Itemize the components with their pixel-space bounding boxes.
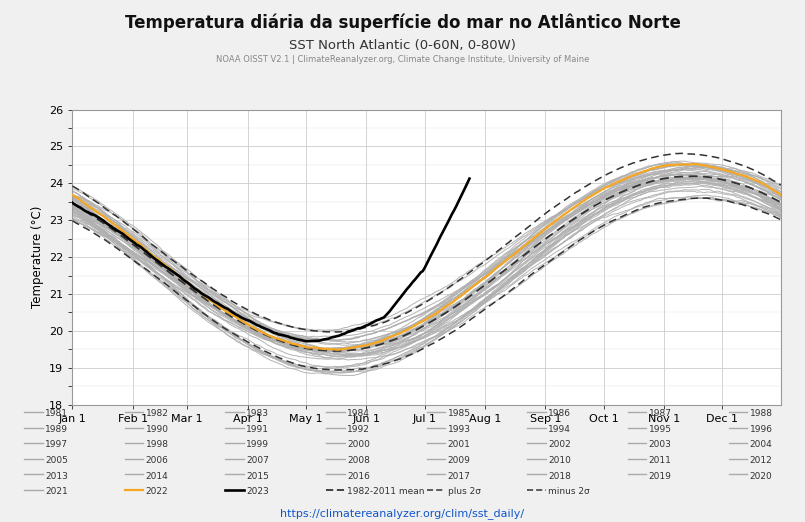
Text: 1990: 1990 <box>146 424 169 434</box>
Text: 2002: 2002 <box>548 440 571 449</box>
Text: 2009: 2009 <box>448 456 470 465</box>
Text: 1982: 1982 <box>146 409 168 418</box>
Text: Temperatura diária da superfície do mar no Atlântico Norte: Temperatura diária da superfície do mar … <box>125 13 680 31</box>
Text: 2000: 2000 <box>347 440 369 449</box>
Text: 2019: 2019 <box>649 471 671 481</box>
Text: 2023: 2023 <box>246 487 269 496</box>
Text: 1998: 1998 <box>146 440 169 449</box>
Text: 2016: 2016 <box>347 471 369 481</box>
Text: 1997: 1997 <box>45 440 68 449</box>
Text: 2020: 2020 <box>749 471 772 481</box>
Text: 1992: 1992 <box>347 424 369 434</box>
Text: 2003: 2003 <box>649 440 671 449</box>
Text: 2005: 2005 <box>45 456 68 465</box>
Text: 2021: 2021 <box>45 487 68 496</box>
Text: NOAA OISST V2.1 | ClimateReanalyzer.org, Climate Change Institute, University of: NOAA OISST V2.1 | ClimateReanalyzer.org,… <box>216 55 589 64</box>
Text: 2007: 2007 <box>246 456 269 465</box>
Text: 1983: 1983 <box>246 409 270 418</box>
Text: 1995: 1995 <box>649 424 672 434</box>
Text: 2014: 2014 <box>146 471 168 481</box>
Text: 2001: 2001 <box>448 440 470 449</box>
Text: 2022: 2022 <box>146 487 168 496</box>
Text: 2012: 2012 <box>749 456 772 465</box>
Y-axis label: Temperature (°C): Temperature (°C) <box>31 206 43 309</box>
Text: minus 2σ: minus 2σ <box>548 487 590 496</box>
Text: 1994: 1994 <box>548 424 571 434</box>
Text: 1984: 1984 <box>347 409 369 418</box>
Text: 1988: 1988 <box>749 409 773 418</box>
Text: 1989: 1989 <box>45 424 68 434</box>
Text: SST North Atlantic (0-60N, 0-80W): SST North Atlantic (0-60N, 0-80W) <box>289 39 516 52</box>
Text: 1996: 1996 <box>749 424 773 434</box>
Text: 1986: 1986 <box>548 409 572 418</box>
Text: 1985: 1985 <box>448 409 471 418</box>
Text: 2006: 2006 <box>146 456 168 465</box>
Text: 2004: 2004 <box>749 440 772 449</box>
Text: 2015: 2015 <box>246 471 269 481</box>
Text: 2018: 2018 <box>548 471 571 481</box>
Text: 1991: 1991 <box>246 424 270 434</box>
Text: 1993: 1993 <box>448 424 471 434</box>
Text: 2013: 2013 <box>45 471 68 481</box>
Text: 2017: 2017 <box>448 471 470 481</box>
Text: 2008: 2008 <box>347 456 369 465</box>
Text: 2010: 2010 <box>548 456 571 465</box>
Text: 1981: 1981 <box>45 409 68 418</box>
Text: https://climatereanalyzer.org/clim/sst_daily/: https://climatereanalyzer.org/clim/sst_d… <box>280 508 525 519</box>
Text: 1987: 1987 <box>649 409 672 418</box>
Text: plus 2σ: plus 2σ <box>448 487 481 496</box>
Text: 1982-2011 mean: 1982-2011 mean <box>347 487 424 496</box>
Text: 2011: 2011 <box>649 456 671 465</box>
Text: 1999: 1999 <box>246 440 270 449</box>
